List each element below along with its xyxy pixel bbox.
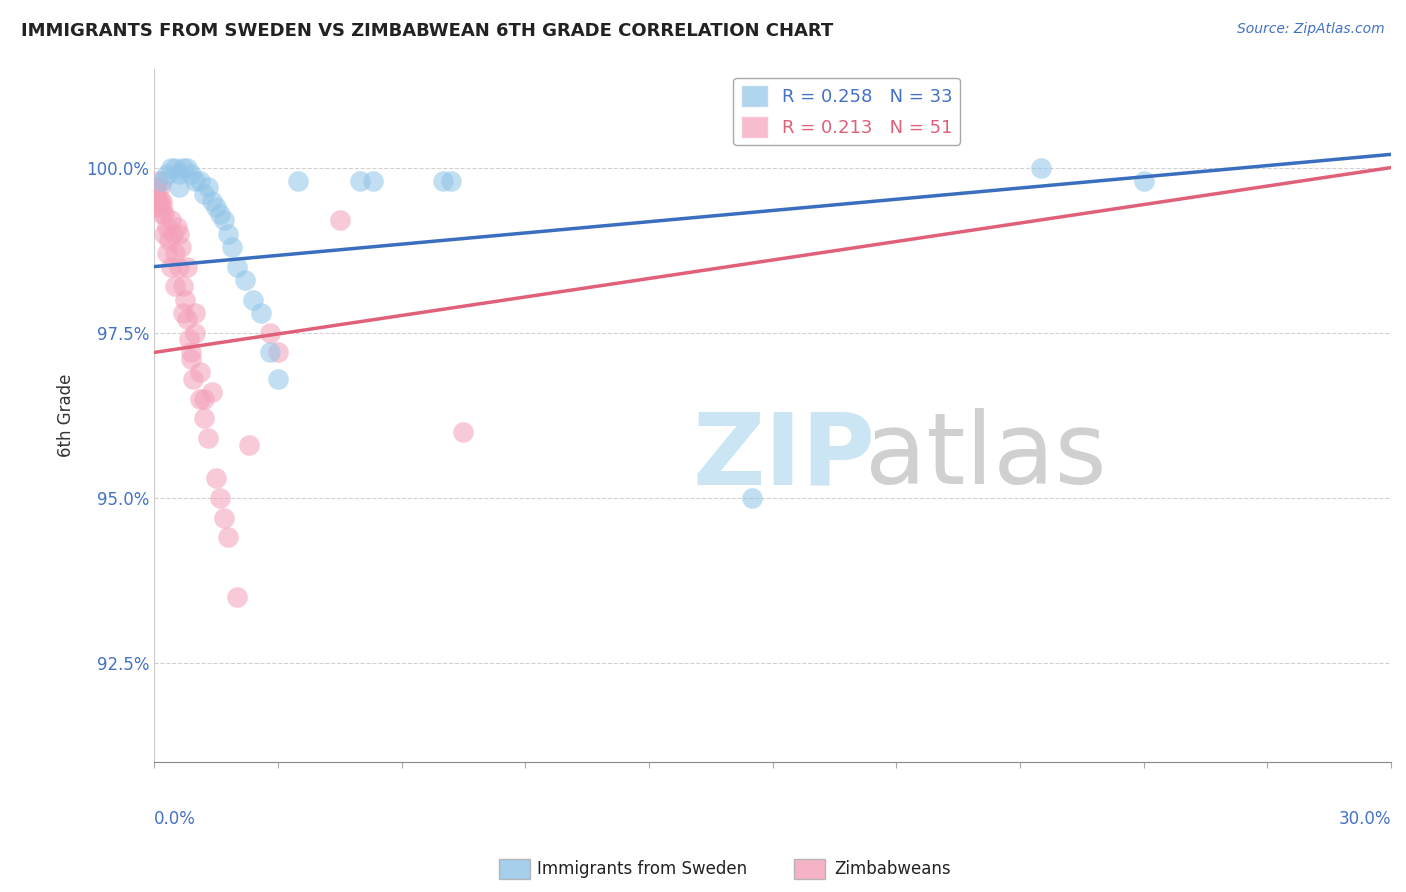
Point <box>184 326 207 340</box>
Point <box>152 200 174 214</box>
Point <box>201 385 224 400</box>
Point <box>166 219 188 234</box>
Point <box>238 438 260 452</box>
Point <box>440 174 463 188</box>
Point <box>155 246 177 260</box>
Point <box>188 392 211 406</box>
Point <box>159 260 181 274</box>
Point <box>176 260 198 274</box>
Point <box>209 207 232 221</box>
Point <box>167 180 190 194</box>
Text: 30.0%: 30.0% <box>1339 811 1391 829</box>
Point <box>159 213 181 227</box>
Text: atlas: atlas <box>865 409 1107 505</box>
Point <box>172 161 194 175</box>
Point <box>153 207 176 221</box>
Point <box>212 213 235 227</box>
Point <box>176 312 198 326</box>
Point <box>163 279 186 293</box>
Point <box>205 200 228 214</box>
Point <box>159 161 181 175</box>
Point <box>193 186 215 201</box>
Point <box>145 180 167 194</box>
Point <box>242 293 264 307</box>
Point <box>162 227 184 241</box>
Point <box>167 167 190 181</box>
Point <box>361 174 384 188</box>
Point <box>197 431 219 445</box>
Point <box>167 260 190 274</box>
Point <box>145 186 167 201</box>
Point <box>170 240 193 254</box>
Point <box>287 174 309 188</box>
Point <box>172 306 194 320</box>
Point <box>233 273 256 287</box>
Point <box>152 194 174 208</box>
Point <box>193 392 215 406</box>
Point <box>741 491 763 505</box>
Point <box>155 167 177 181</box>
Point <box>329 213 352 227</box>
Point <box>197 180 219 194</box>
Point <box>349 174 371 188</box>
Point <box>148 194 170 208</box>
Point <box>267 372 290 386</box>
Text: Zimbabweans: Zimbabweans <box>834 860 950 878</box>
Point <box>155 219 177 234</box>
Point <box>217 530 239 544</box>
Point <box>163 246 186 260</box>
Point <box>152 174 174 188</box>
Point <box>225 260 247 274</box>
Point <box>432 174 454 188</box>
Point <box>259 326 281 340</box>
Point <box>184 306 207 320</box>
Point <box>149 180 172 194</box>
Point <box>1029 161 1052 175</box>
Point <box>163 161 186 175</box>
Point <box>259 345 281 359</box>
Legend: R = 0.258   N = 33, R = 0.213   N = 51: R = 0.258 N = 33, R = 0.213 N = 51 <box>734 78 960 145</box>
Point <box>152 207 174 221</box>
Point <box>188 365 211 379</box>
Point <box>193 411 215 425</box>
Point <box>167 227 190 241</box>
Text: Source: ZipAtlas.com: Source: ZipAtlas.com <box>1237 22 1385 37</box>
Point <box>1132 174 1154 188</box>
Point <box>180 345 202 359</box>
Point <box>250 306 273 320</box>
Point <box>153 227 176 241</box>
Point <box>201 194 224 208</box>
Point <box>148 174 170 188</box>
Point <box>188 174 211 188</box>
Point <box>148 200 170 214</box>
Point <box>180 167 202 181</box>
Point <box>209 491 232 505</box>
Point <box>221 240 243 254</box>
Point <box>225 590 247 604</box>
Y-axis label: 6th Grade: 6th Grade <box>58 374 75 457</box>
Point <box>180 352 202 367</box>
Text: ZIP: ZIP <box>692 409 875 505</box>
Point <box>149 194 172 208</box>
Point <box>174 293 197 307</box>
Point <box>181 372 204 386</box>
Point <box>176 161 198 175</box>
Point <box>267 345 290 359</box>
Text: IMMIGRANTS FROM SWEDEN VS ZIMBABWEAN 6TH GRADE CORRELATION CHART: IMMIGRANTS FROM SWEDEN VS ZIMBABWEAN 6TH… <box>21 22 834 40</box>
Point <box>217 227 239 241</box>
Point <box>212 510 235 524</box>
Point <box>172 279 194 293</box>
Point <box>157 233 180 247</box>
Point <box>453 425 475 439</box>
Text: Immigrants from Sweden: Immigrants from Sweden <box>537 860 747 878</box>
Point <box>184 174 207 188</box>
Text: 0.0%: 0.0% <box>155 811 195 829</box>
Point <box>179 332 201 346</box>
Point <box>205 471 228 485</box>
